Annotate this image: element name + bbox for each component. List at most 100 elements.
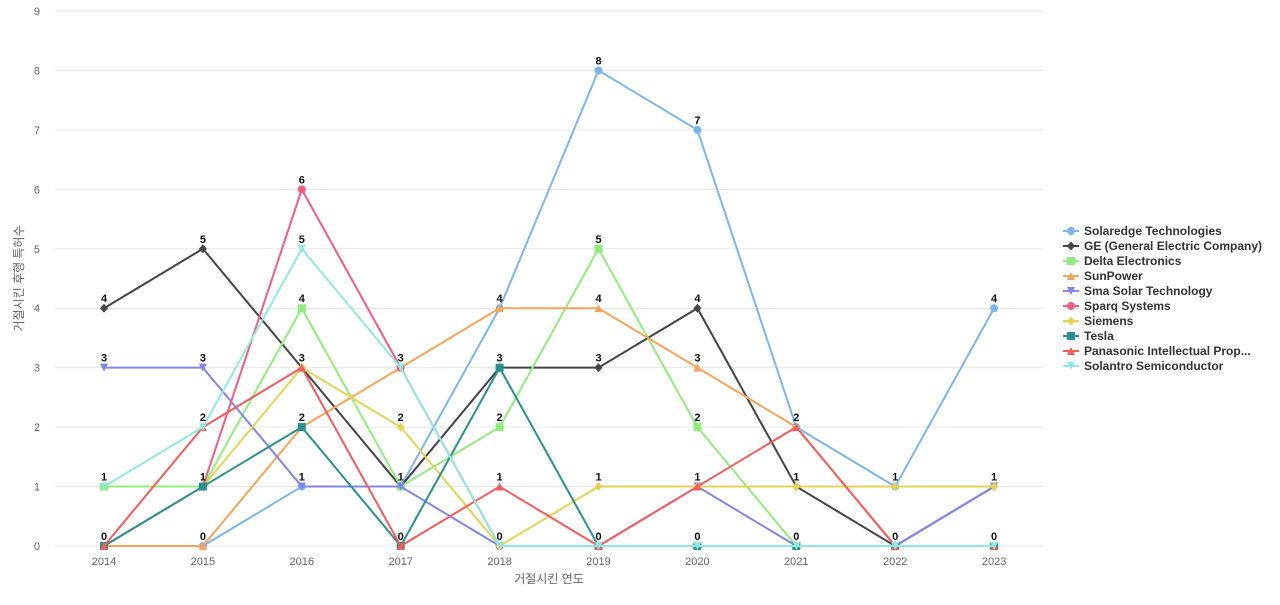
legend-marker[interactable] (1067, 227, 1075, 235)
data-point[interactable] (594, 363, 603, 373)
legend-item[interactable]: Sparq Systems (1063, 299, 1171, 313)
legend-marker[interactable] (1067, 316, 1075, 326)
data-point[interactable] (297, 423, 306, 432)
legend-label: Solantro Semiconductor (1084, 359, 1224, 373)
data-point[interactable] (792, 423, 801, 432)
data-point[interactable] (297, 185, 306, 194)
data-label: 1 (497, 472, 503, 484)
series-line[interactable] (104, 247, 995, 547)
legend-marker[interactable] (1067, 272, 1075, 280)
data-point[interactable] (792, 482, 801, 492)
data-label: 8 (595, 55, 601, 67)
data-point[interactable] (594, 542, 603, 550)
data-point[interactable] (693, 303, 702, 313)
legend-marker[interactable] (1067, 257, 1075, 265)
legend-label: Solaredge Technologies (1084, 224, 1222, 238)
y-tick-label: 1 (34, 482, 40, 494)
data-label: 3 (101, 353, 107, 365)
x-tick-label: 2017 (388, 556, 412, 568)
data-point[interactable] (495, 304, 504, 313)
data-point[interactable] (396, 482, 405, 491)
series-line[interactable] (103, 247, 995, 547)
data-point[interactable] (198, 423, 207, 432)
legend-marker[interactable] (1067, 347, 1075, 355)
data-label: 1 (398, 472, 404, 484)
data-label: 3 (200, 353, 206, 365)
data-point[interactable] (495, 542, 504, 550)
data-label: 2 (299, 412, 305, 424)
series-line[interactable] (103, 247, 995, 547)
series-8 (100, 363, 999, 550)
legend-marker[interactable] (1067, 362, 1075, 370)
legend-item[interactable]: Panasonic Intellectual Prop... (1063, 344, 1251, 358)
data-point[interactable] (594, 66, 603, 75)
legend-marker[interactable] (1067, 287, 1075, 295)
legend-item[interactable]: Tesla (1063, 329, 1114, 343)
legend-item[interactable]: SunPower (1063, 269, 1143, 283)
data-point[interactable] (693, 125, 702, 134)
data-label: 3 (595, 353, 601, 365)
data-point[interactable] (100, 303, 108, 313)
data-label: 4 (991, 293, 998, 305)
x-tick-label: 2022 (883, 556, 907, 568)
data-label: 2 (497, 412, 503, 424)
legend-label: Panasonic Intellectual Prop... (1084, 344, 1251, 358)
series-line[interactable] (103, 366, 995, 547)
data-point[interactable] (693, 423, 702, 432)
legend-marker[interactable] (1067, 302, 1075, 310)
data-label: 1 (595, 472, 601, 484)
data-point[interactable] (198, 244, 207, 254)
data-point[interactable] (594, 304, 603, 313)
data-point[interactable] (396, 542, 405, 550)
data-point[interactable] (198, 363, 207, 372)
data-point[interactable] (100, 363, 108, 372)
x-axis-title: 거절시킨 연도 (514, 572, 584, 586)
y-tick-label: 5 (34, 244, 40, 256)
data-label: 5 (200, 234, 206, 246)
data-label: 0 (793, 531, 799, 543)
legend-label: Delta Electronics (1084, 254, 1182, 268)
legend-item[interactable]: GE (General Electric Company) (1063, 239, 1262, 253)
data-point[interactable] (693, 363, 702, 372)
data-point[interactable] (990, 304, 999, 313)
data-label: 0 (497, 531, 503, 543)
data-point[interactable] (693, 482, 702, 491)
data-point[interactable] (396, 422, 405, 432)
legend-marker[interactable] (1067, 241, 1075, 251)
legend-item[interactable]: Siemens (1063, 314, 1134, 328)
data-point[interactable] (495, 363, 504, 372)
data-point[interactable] (198, 482, 207, 491)
data-point[interactable] (297, 304, 306, 313)
data-label: 1 (101, 472, 107, 484)
data-point[interactable] (100, 482, 108, 491)
legend-item[interactable]: Delta Electronics (1063, 254, 1182, 268)
data-point[interactable] (297, 363, 306, 372)
data-point[interactable] (297, 482, 306, 491)
data-point[interactable] (594, 482, 603, 492)
legend-marker[interactable] (1067, 332, 1075, 340)
data-point[interactable] (792, 542, 801, 550)
series-line[interactable] (104, 69, 995, 547)
data-point[interactable] (990, 482, 999, 492)
data-point[interactable] (198, 542, 207, 550)
data-point[interactable] (297, 244, 306, 253)
data-point[interactable] (495, 423, 504, 432)
legend-item[interactable]: Sma Solar Technology (1063, 284, 1213, 298)
series-line[interactable] (103, 366, 995, 547)
data-labels: 4310532106543213210432108543107432102101… (101, 55, 998, 543)
data-point[interactable] (891, 542, 900, 550)
data-point[interactable] (495, 482, 504, 491)
data-point[interactable] (891, 482, 900, 492)
data-label: 0 (101, 531, 107, 543)
data-label: 1 (299, 472, 305, 484)
data-point[interactable] (396, 363, 405, 372)
legend-item[interactable]: Solaredge Technologies (1063, 224, 1222, 238)
legend-item[interactable]: Solantro Semiconductor (1063, 359, 1224, 373)
data-point[interactable] (693, 542, 702, 550)
data-point[interactable] (990, 542, 999, 550)
data-point[interactable] (100, 542, 108, 550)
data-point[interactable] (594, 244, 603, 253)
